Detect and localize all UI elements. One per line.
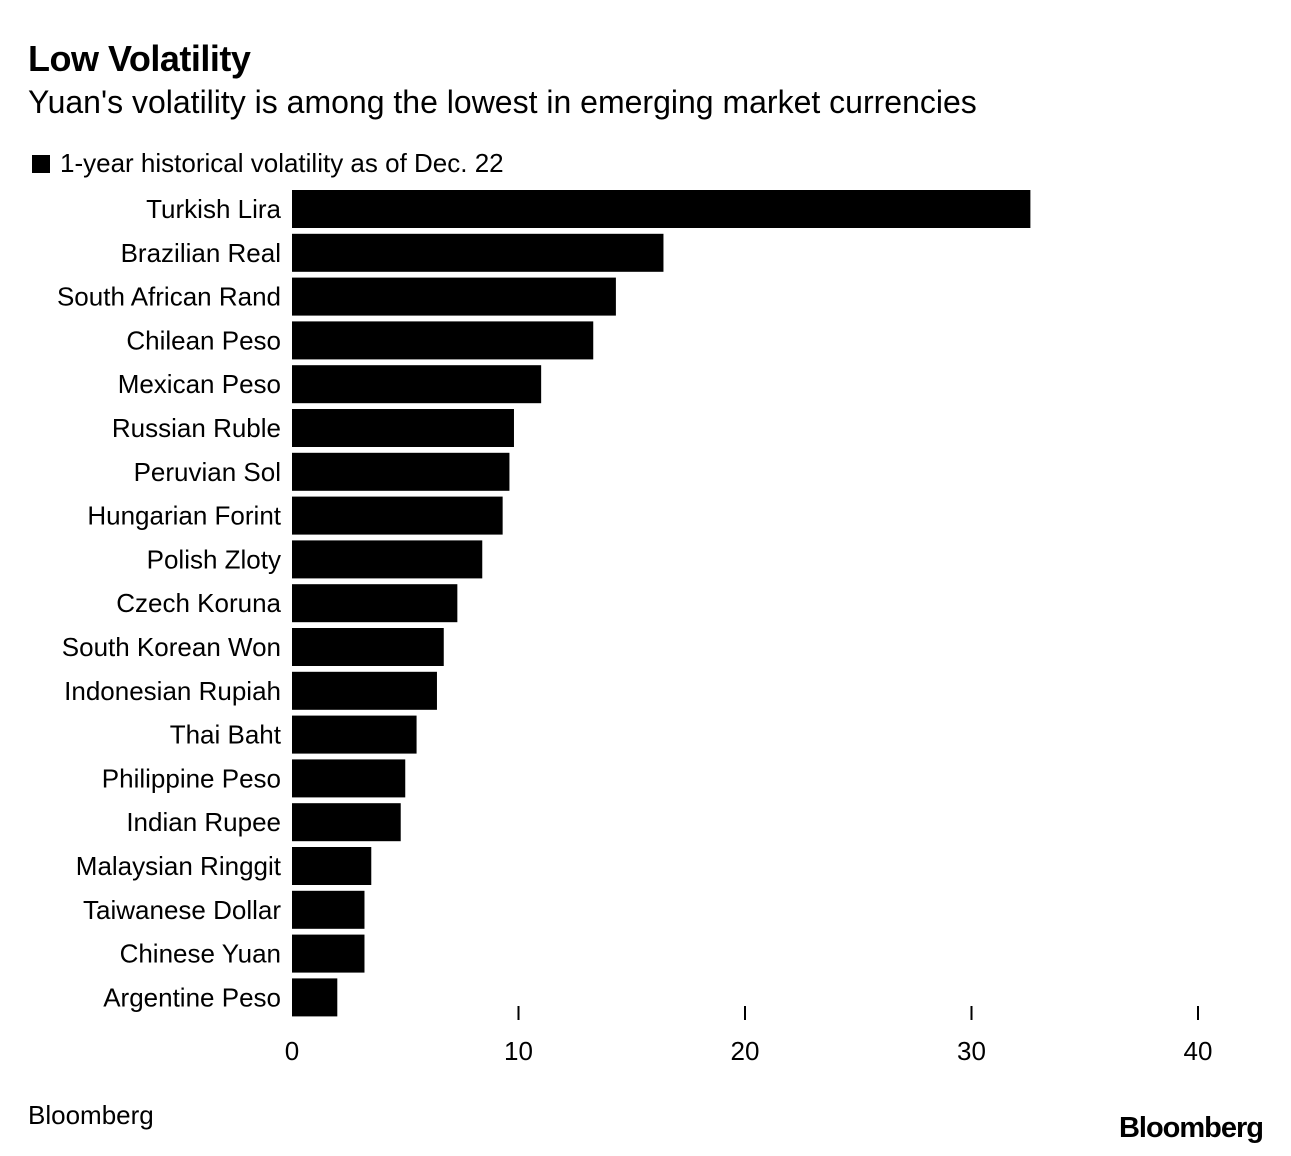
category-label-chilean-peso: Chilean Peso <box>126 325 281 355</box>
legend-label: 1-year historical volatility as of Dec. … <box>60 148 504 178</box>
x-tick-label-30: 30 <box>957 1036 986 1066</box>
category-label-south-korean-won: South Korean Won <box>62 632 281 662</box>
chart-subtitle: Yuan's volatility is among the lowest in… <box>28 84 977 120</box>
bar-peruvian-sol <box>292 452 510 491</box>
bar-turkish-lira <box>292 190 1031 228</box>
bar-taiwanese-dollar <box>292 890 365 929</box>
bar-indian-rupee <box>292 803 401 842</box>
bar-hungarian-forint <box>292 496 503 535</box>
category-label-indonesian-rupiah: Indonesian Rupiah <box>64 676 281 706</box>
category-label-thai-baht: Thai Baht <box>170 720 282 750</box>
category-label-peruvian-sol: Peruvian Sol <box>134 457 281 487</box>
category-label-taiwanese-dollar: Taiwanese Dollar <box>83 895 281 925</box>
x-tick-label-0: 0 <box>285 1036 299 1066</box>
bar-argentine-peso <box>292 978 338 1017</box>
category-label-chinese-yuan: Chinese Yuan <box>120 939 281 969</box>
bloomberg-logo: Bloomberg <box>1118 1112 1264 1144</box>
category-label-indian-rupee: Indian Rupee <box>126 807 281 837</box>
chart-title: Low Volatility <box>28 38 251 79</box>
bar-czech-koruna <box>292 584 458 623</box>
category-label-brazilian-real: Brazilian Real <box>121 238 281 268</box>
category-label-malaysian-ringgit: Malaysian Ringgit <box>76 851 282 881</box>
bar-indonesian-rupiah <box>292 671 437 710</box>
bar-chinese-yuan <box>292 934 365 973</box>
category-label-philippine-peso: Philippine Peso <box>102 763 281 793</box>
legend-swatch <box>32 154 50 173</box>
category-label-south-african-rand: South African Rand <box>57 282 281 312</box>
bar-south-african-rand <box>292 277 616 316</box>
legend: 1-year historical volatility as of Dec. … <box>32 148 504 179</box>
category-label-mexican-peso: Mexican Peso <box>118 369 281 399</box>
bar-chilean-peso <box>292 321 594 360</box>
category-label-turkish-lira: Turkish Lira <box>146 194 281 224</box>
bar-philippine-peso <box>292 759 406 798</box>
bar-chart: Turkish Lira Brazilian Real South African … <box>57 190 1213 1066</box>
category-label-polish-zloty: Polish Zloty <box>147 544 281 574</box>
bar-polish-zloty <box>292 540 483 579</box>
x-tick-label-40: 40 <box>1184 1036 1213 1066</box>
x-tick-label-10: 10 <box>504 1036 533 1066</box>
category-label-argentine-peso: Argentine Peso <box>103 982 281 1012</box>
bar-mexican-peso <box>292 365 542 404</box>
category-label-russian-ruble: Russian Ruble <box>112 413 281 443</box>
bar-thai-baht <box>292 715 417 754</box>
bar-south-korean-won <box>292 628 444 666</box>
x-tick-label-20: 20 <box>731 1036 760 1066</box>
bar-brazilian-real <box>292 233 664 272</box>
bar-malaysian-ringgit <box>292 847 372 885</box>
category-label-czech-koruna: Czech Koruna <box>116 588 281 618</box>
category-label-hungarian-forint: Hungarian Forint <box>87 501 281 531</box>
source-note: Bloomberg <box>28 1100 154 1130</box>
bar-russian-ruble <box>292 409 514 447</box>
